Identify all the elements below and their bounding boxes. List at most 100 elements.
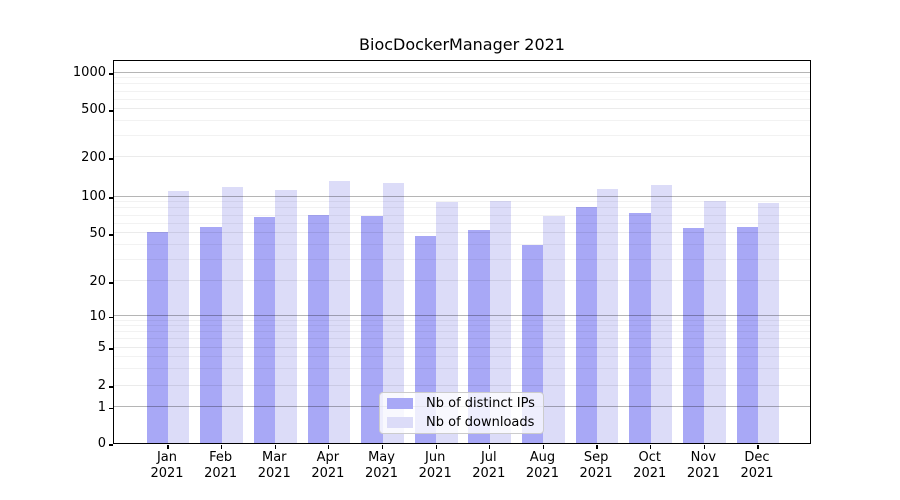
x-tick-mark-jun	[435, 445, 437, 450]
y-tick-mark-1000	[108, 73, 113, 75]
x-tick-mark-feb	[221, 445, 223, 450]
x-tick-month: Jul	[480, 450, 497, 465]
x-tick-label-feb: Feb 2021	[186, 450, 256, 482]
legend: Nb of distinct IPs Nb of downloads	[379, 392, 544, 434]
x-tick-mark-nov	[703, 445, 705, 450]
bars-layer	[114, 61, 810, 443]
x-tick-year: 2021	[525, 466, 559, 481]
x-tick-mark-jan	[167, 445, 169, 450]
x-tick-month: Sep	[583, 450, 609, 465]
bar-nb-of-distinct-ips-jun	[414, 236, 437, 443]
bar-nb-of-distinct-ips-dec	[736, 226, 758, 443]
y-tick-label-1000: 1000	[72, 65, 106, 81]
x-tick-mark-oct	[650, 445, 652, 450]
y-tick-label-500: 500	[81, 101, 106, 117]
y-tick-label-50: 50	[89, 225, 106, 241]
bar-nb-of-downloads-mar	[275, 189, 297, 443]
bar-nb-of-downloads-may	[382, 183, 404, 443]
bar-nb-of-downloads-oct	[650, 184, 673, 443]
x-tick-label-sep: Sep 2021	[561, 450, 631, 482]
x-tick-year: 2021	[150, 466, 184, 481]
x-tick-month: Dec	[744, 450, 770, 465]
legend-swatch-nb-of-downloads	[387, 417, 413, 428]
x-tick-year: 2021	[686, 466, 720, 481]
bar-nb-of-downloads-nov	[704, 201, 726, 443]
y-axis: 0 1 2 5 10 20 50 100 200 500 1000	[0, 60, 106, 451]
x-tick-mark-aug	[542, 445, 545, 450]
y-tick-mark-0	[108, 444, 113, 446]
x-tick-label-apr: Apr 2021	[293, 450, 363, 482]
y-tick-mark-200	[108, 158, 113, 160]
y-tick-label-2: 2	[97, 378, 106, 394]
y-tick-label-1: 1	[97, 399, 106, 415]
x-tick-label-may: May 2021	[347, 450, 417, 482]
bar-nb-of-distinct-ips-may	[361, 215, 383, 443]
bar-nb-of-distinct-ips-feb	[200, 226, 222, 443]
bar-nb-of-distinct-ips-jul	[468, 229, 490, 443]
x-tick-mark-apr	[328, 445, 330, 450]
bar-nb-of-distinct-ips-sep	[575, 206, 598, 443]
x-tick-month: Jun	[425, 450, 446, 465]
legend-label-nb-of-downloads: Nb of downloads	[426, 415, 535, 430]
bar-nb-of-downloads-jun	[436, 202, 458, 443]
y-tick-mark-2	[108, 386, 113, 388]
y-tick-label-5: 5	[97, 340, 106, 355]
x-tick-year: 2021	[364, 466, 399, 481]
x-tick-month: May	[368, 450, 395, 465]
x-tick-month: Feb	[209, 450, 233, 465]
x-tick-mark-may	[381, 445, 384, 450]
x-tick-month: Apr	[316, 450, 340, 465]
y-tick-mark-20	[108, 282, 113, 284]
x-tick-label-jul: Jul 2021	[454, 450, 524, 482]
chart-title: BiocDockerManager 2021	[359, 35, 565, 54]
bar-nb-of-distinct-ips-nov	[682, 227, 705, 443]
y-tick-label-200: 200	[81, 149, 106, 165]
y-tick-label-100: 100	[81, 189, 106, 205]
x-tick-label-nov: Nov 2021	[668, 450, 738, 482]
legend-label-nb-of-distinct-ips: Nb of distinct IPs	[426, 396, 535, 411]
x-tick-year: 2021	[633, 466, 667, 481]
x-tick-year: 2021	[204, 466, 238, 481]
plot-area: Nb of distinct IPs Nb of downloads	[108, 60, 811, 450]
x-tick-month: Mar	[262, 450, 287, 465]
bar-nb-of-downloads-apr	[328, 181, 351, 443]
bar-nb-of-downloads-jul	[489, 200, 512, 443]
y-tick-mark-5	[108, 348, 113, 350]
bar-nb-of-distinct-ips-oct	[629, 212, 651, 443]
y-tick-label-0: 0	[97, 436, 106, 451]
x-tick-month: Jan	[156, 450, 178, 465]
x-tick-year: 2021	[579, 466, 613, 481]
x-tick-mark-mar	[274, 445, 276, 450]
x-tick-year: 2021	[418, 466, 452, 481]
x-tick-month: Nov	[690, 450, 717, 465]
x-tick-label-dec: Dec 2021	[722, 450, 792, 482]
x-tick-label-aug: Aug 2021	[507, 450, 577, 482]
y-tick-label-20: 20	[89, 273, 106, 289]
legend-item-nb-of-distinct-ips: Nb of distinct IPs	[387, 396, 543, 411]
x-tick-year: 2021	[740, 466, 774, 481]
x-tick-mark-jul	[489, 445, 491, 450]
bar-nb-of-downloads-aug	[543, 215, 565, 443]
x-tick-year: 2021	[257, 466, 291, 481]
bar-nb-of-downloads-jan	[168, 190, 190, 443]
x-tick-month: Aug	[529, 450, 556, 465]
bar-nb-of-downloads-feb	[221, 187, 244, 443]
bar-nb-of-downloads-sep	[597, 189, 619, 443]
y-tick-mark-50	[108, 234, 113, 236]
x-tick-label-mar: Mar 2021	[239, 450, 309, 482]
y-tick-mark-100	[108, 197, 113, 199]
x-tick-year: 2021	[311, 466, 345, 481]
legend-swatch-nb-of-distinct-ips	[387, 398, 413, 409]
bar-nb-of-distinct-ips-apr	[307, 215, 329, 443]
x-tick-year: 2021	[472, 466, 506, 481]
x-tick-label-jan: Jan 2021	[132, 450, 202, 482]
x-tick-mark-sep	[596, 445, 598, 450]
y-tick-mark-10	[108, 317, 113, 319]
legend-item-nb-of-downloads: Nb of downloads	[387, 415, 543, 430]
y-tick-mark-1	[108, 408, 113, 410]
bar-nb-of-distinct-ips-mar	[253, 217, 276, 443]
bar-nb-of-downloads-dec	[757, 202, 780, 443]
bar-nb-of-distinct-ips-jan	[146, 231, 168, 443]
x-tick-label-oct: Oct 2021	[615, 450, 685, 482]
